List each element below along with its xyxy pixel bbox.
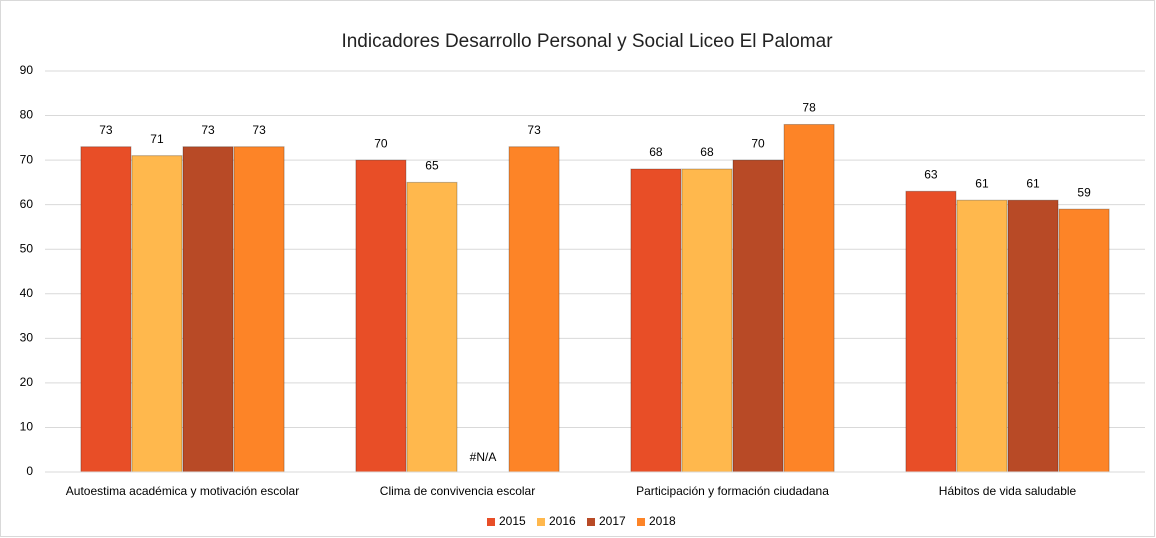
y-tick-label: 40 (20, 286, 34, 300)
x-tick-label: Participación y formación ciudadana (636, 484, 829, 498)
value-label: 73 (252, 123, 266, 137)
bar (182, 146, 234, 473)
legend-label: 2017 (599, 514, 626, 528)
bar (406, 181, 458, 473)
legend-label: 2015 (499, 514, 526, 528)
y-tick-label: 10 (20, 420, 34, 434)
value-label: 65 (425, 159, 439, 173)
y-tick-label: 30 (20, 331, 34, 345)
y-tick-label: 90 (20, 63, 34, 77)
chart-title: Indicadores Desarrollo Personal y Social… (341, 31, 833, 52)
legend-swatch (637, 518, 645, 526)
value-label: 70 (751, 136, 765, 150)
value-label: 68 (700, 145, 714, 159)
legend-swatch (537, 518, 545, 526)
value-label: 61 (1026, 176, 1040, 190)
bar (1007, 199, 1059, 473)
y-tick-label: 60 (20, 197, 34, 211)
bar (630, 168, 682, 473)
bar (905, 190, 957, 473)
y-tick-label: 50 (20, 241, 34, 255)
value-label: 63 (924, 167, 938, 181)
value-label: 73 (527, 123, 541, 137)
legend-label: 2016 (549, 514, 576, 528)
y-tick-label: 80 (20, 108, 34, 122)
y-tick-label: 20 (20, 375, 34, 389)
bar (508, 146, 560, 473)
value-label: 71 (150, 132, 164, 146)
bar (80, 146, 132, 473)
bar (1058, 208, 1110, 473)
y-tick-label: 70 (20, 152, 34, 166)
value-label: 78 (802, 101, 816, 115)
value-label: 68 (649, 145, 663, 159)
y-tick-label: 0 (26, 464, 33, 478)
bar (681, 168, 733, 473)
value-label: 73 (201, 123, 215, 137)
value-label: 59 (1077, 185, 1091, 199)
bar (355, 159, 407, 473)
legend-swatch (487, 518, 495, 526)
x-tick-label: Clima de convivencia escolar (380, 484, 535, 498)
legend-swatch (587, 518, 595, 526)
bar (783, 123, 835, 473)
bar (233, 146, 285, 473)
legend-label: 2018 (649, 514, 676, 528)
value-label: 70 (374, 136, 388, 150)
x-tick-label: Autoestima académica y motivación escola… (66, 484, 299, 498)
x-tick-label: Hábitos de vida saludable (939, 484, 1077, 498)
value-label: 73 (99, 123, 113, 137)
bar (732, 159, 784, 473)
bar (131, 155, 183, 473)
value-label: #N/A (470, 450, 497, 464)
value-label: 61 (975, 176, 989, 190)
bar (956, 199, 1008, 473)
